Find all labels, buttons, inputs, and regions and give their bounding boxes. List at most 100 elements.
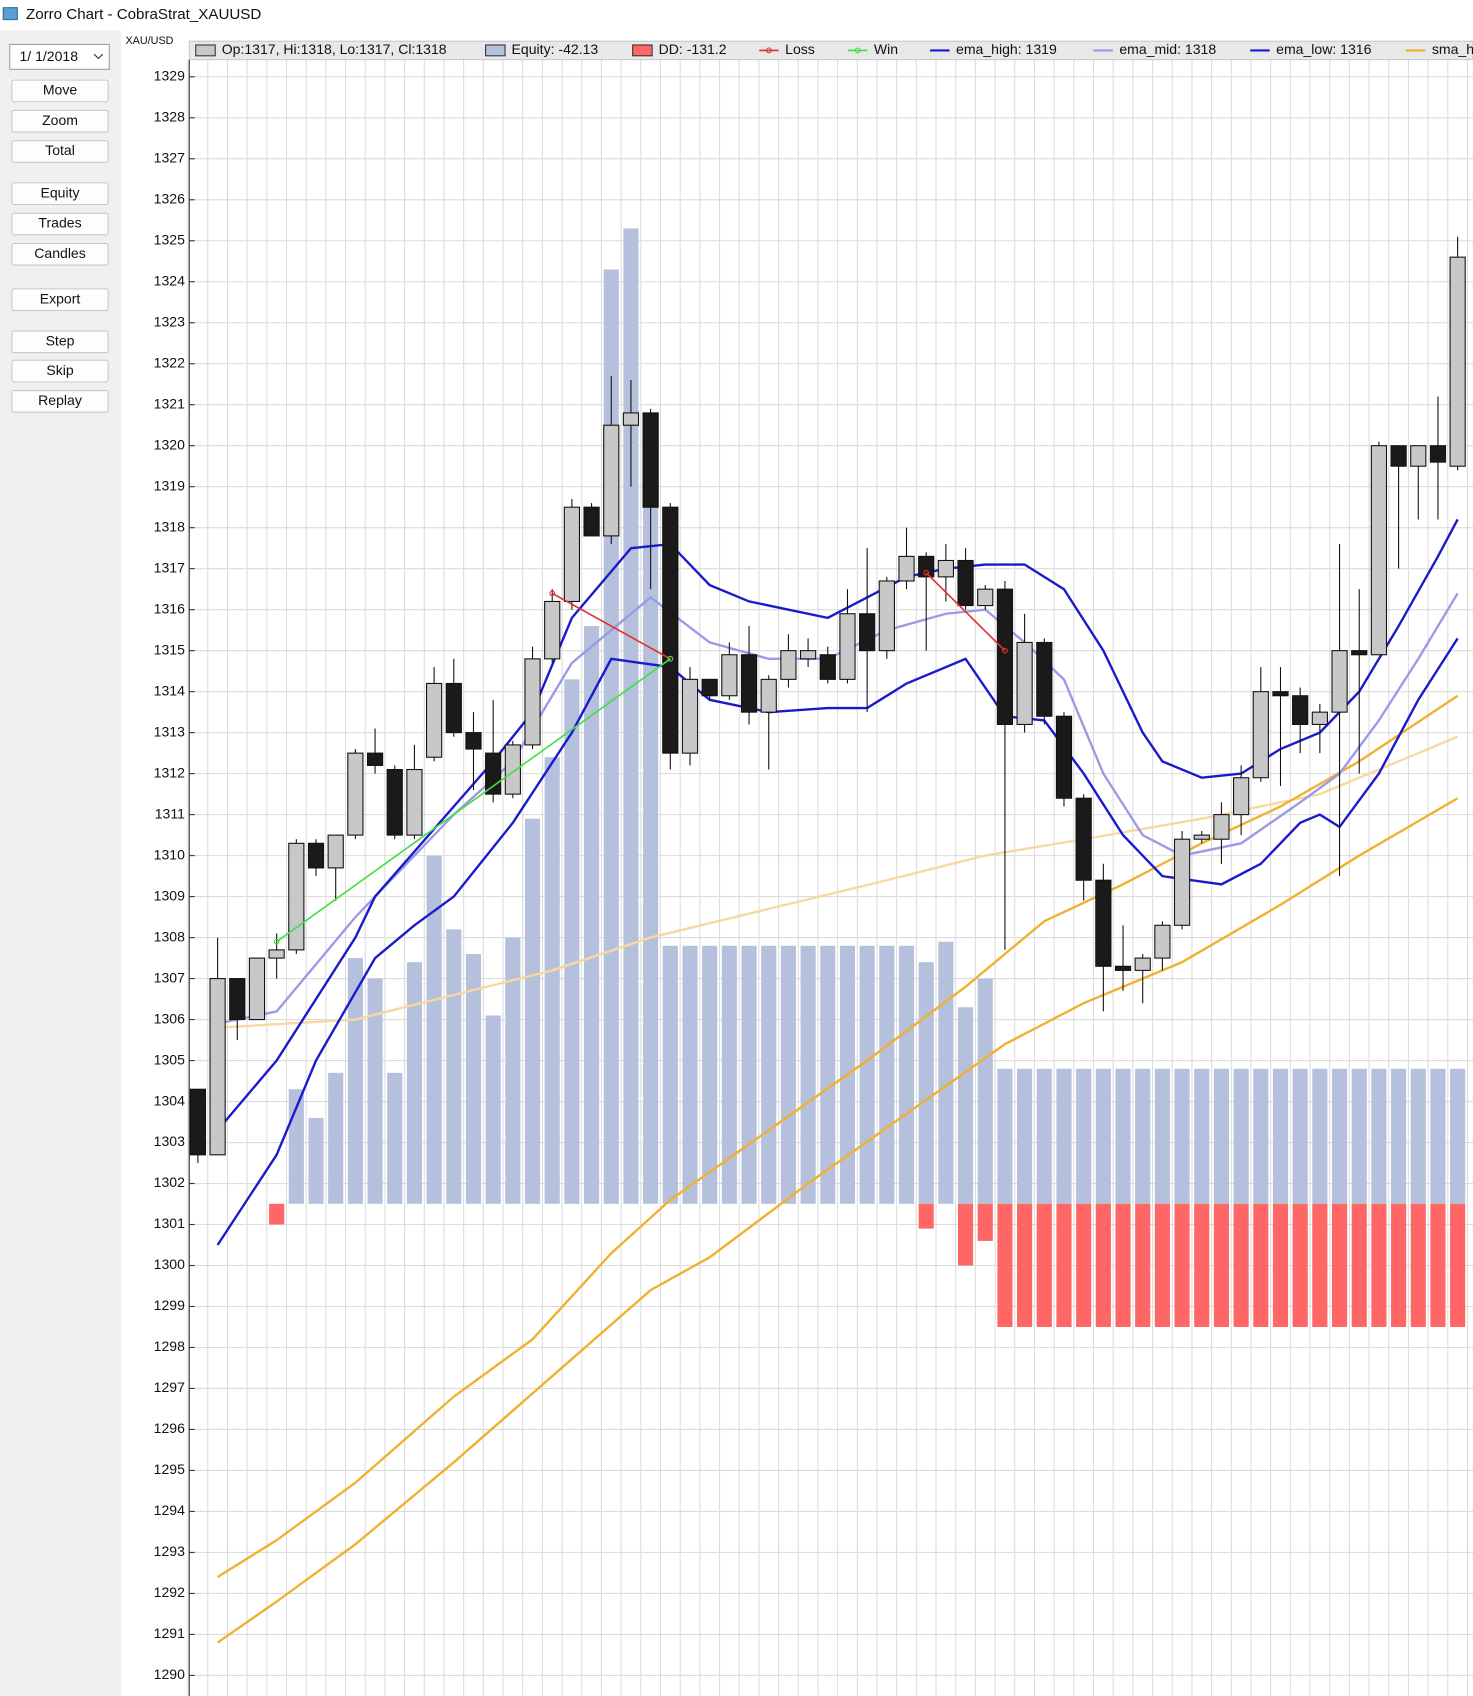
equity-bar bbox=[1174, 1203, 1190, 1327]
candle-body bbox=[189, 1088, 207, 1156]
equity-bar bbox=[1351, 1068, 1367, 1204]
button-face bbox=[11, 212, 109, 236]
equity-bar bbox=[328, 1072, 344, 1204]
equity-bar bbox=[957, 1203, 974, 1266]
button-face bbox=[11, 389, 109, 413]
equity-bar bbox=[1371, 1068, 1387, 1204]
y-tick-label: 1294 bbox=[154, 1502, 185, 1518]
candle-body bbox=[288, 842, 305, 951]
sidebar-button[interactable]: Total bbox=[11, 140, 109, 163]
equity-bar bbox=[1076, 1068, 1092, 1204]
y-tick-label: 1303 bbox=[154, 1133, 185, 1149]
candle-body bbox=[1114, 965, 1132, 971]
equity-bar bbox=[1391, 1203, 1407, 1327]
sidebar-button[interactable]: Move bbox=[11, 79, 109, 103]
equity-bar bbox=[347, 958, 363, 1204]
candle-body bbox=[1154, 924, 1171, 959]
equity-bar bbox=[1272, 1068, 1289, 1204]
equity-bar bbox=[446, 929, 462, 1204]
equity-bar bbox=[584, 626, 600, 1204]
sidebar-button[interactable]: Step bbox=[11, 330, 109, 354]
equity-bar bbox=[1253, 1203, 1269, 1327]
trade-line bbox=[551, 592, 671, 660]
button-label: Equity bbox=[40, 184, 79, 200]
candle-body bbox=[1351, 650, 1368, 656]
sidebar-button[interactable]: Skip bbox=[11, 359, 109, 383]
candle-body bbox=[1016, 641, 1033, 725]
sidebar bbox=[0, 30, 122, 1696]
y-tick-label: 1298 bbox=[154, 1338, 185, 1354]
title-bar bbox=[0, 0, 1473, 31]
trade-exit bbox=[667, 655, 674, 662]
candle-body bbox=[465, 732, 482, 750]
equity-bar bbox=[780, 945, 796, 1204]
y-tick-label: 1323 bbox=[154, 313, 185, 329]
candle-body bbox=[544, 600, 561, 660]
trade-entry bbox=[549, 590, 556, 597]
indicator-line bbox=[216, 637, 1459, 1246]
candle-body bbox=[1410, 445, 1427, 467]
equity-bar bbox=[387, 1072, 403, 1204]
sidebar-button[interactable]: Replay bbox=[11, 389, 109, 413]
y-tick-label: 1296 bbox=[154, 1420, 185, 1436]
equity-bar bbox=[820, 945, 836, 1204]
sidebar-button[interactable]: Candles bbox=[11, 242, 109, 266]
y-tick-label: 1328 bbox=[154, 109, 185, 125]
legend-label: DD: -131.2 bbox=[659, 41, 727, 57]
equity-bar bbox=[662, 945, 678, 1204]
candle-body bbox=[1095, 879, 1112, 967]
y-tick-label: 1304 bbox=[154, 1092, 185, 1108]
equity-bar bbox=[1312, 1068, 1328, 1204]
button-label: Export bbox=[40, 290, 81, 306]
candle-body bbox=[780, 650, 797, 680]
equity-bar bbox=[1233, 1068, 1249, 1204]
equity-bar bbox=[1095, 1068, 1111, 1204]
candle-body bbox=[957, 559, 974, 607]
y-tick-label: 1312 bbox=[154, 764, 185, 780]
candle-body bbox=[248, 957, 266, 1021]
candle-body bbox=[1311, 711, 1328, 725]
sidebar-button[interactable]: Zoom bbox=[11, 109, 109, 133]
legend-label: Equity: -42.13 bbox=[512, 41, 599, 57]
equity-bar bbox=[426, 855, 442, 1204]
y-tick-label: 1310 bbox=[154, 846, 185, 862]
equity-bar bbox=[1056, 1203, 1072, 1327]
y-tick-label: 1295 bbox=[154, 1461, 185, 1477]
candle-body bbox=[563, 506, 581, 603]
candle-body bbox=[799, 650, 817, 660]
y-tick-label: 1314 bbox=[154, 682, 185, 698]
button-face bbox=[11, 359, 109, 383]
candle-body bbox=[1331, 650, 1348, 713]
y-tick-label: 1297 bbox=[154, 1379, 185, 1395]
equity-bar bbox=[1174, 1068, 1190, 1204]
sidebar-button[interactable]: Equity bbox=[11, 182, 109, 206]
date-picker[interactable]: 1/ 1/2018 bbox=[9, 43, 110, 70]
candle-body bbox=[662, 506, 679, 754]
candle-body bbox=[504, 744, 521, 795]
legend-swatch bbox=[485, 44, 506, 57]
equity-bar bbox=[1331, 1203, 1348, 1327]
equity-bar bbox=[682, 945, 698, 1204]
equity-bar bbox=[1312, 1203, 1328, 1327]
equity-bar bbox=[1076, 1203, 1092, 1327]
candle-body bbox=[977, 588, 994, 607]
equity-bar bbox=[308, 1117, 324, 1204]
equity-bar bbox=[721, 945, 737, 1204]
y-tick-label: 1307 bbox=[154, 969, 185, 985]
equity-bar bbox=[1430, 1068, 1446, 1204]
sidebar-button[interactable]: Export bbox=[11, 288, 109, 312]
legend-label: sma_h bbox=[1432, 41, 1473, 57]
equity-bar bbox=[1095, 1203, 1111, 1327]
candle-body bbox=[819, 654, 836, 680]
equity-bar bbox=[1292, 1068, 1308, 1204]
equity-bar bbox=[879, 945, 895, 1204]
equity-bar bbox=[1135, 1068, 1151, 1204]
candle-body bbox=[1449, 256, 1466, 467]
y-tick-label: 1329 bbox=[154, 68, 185, 84]
y-tick-label: 1319 bbox=[154, 477, 185, 493]
sidebar-button[interactable]: Trades bbox=[11, 212, 109, 236]
equity-bar bbox=[1391, 1068, 1407, 1204]
y-tick-label: 1320 bbox=[154, 436, 185, 452]
y-tick-label: 1306 bbox=[154, 1010, 185, 1026]
equity-bar bbox=[1056, 1068, 1072, 1204]
